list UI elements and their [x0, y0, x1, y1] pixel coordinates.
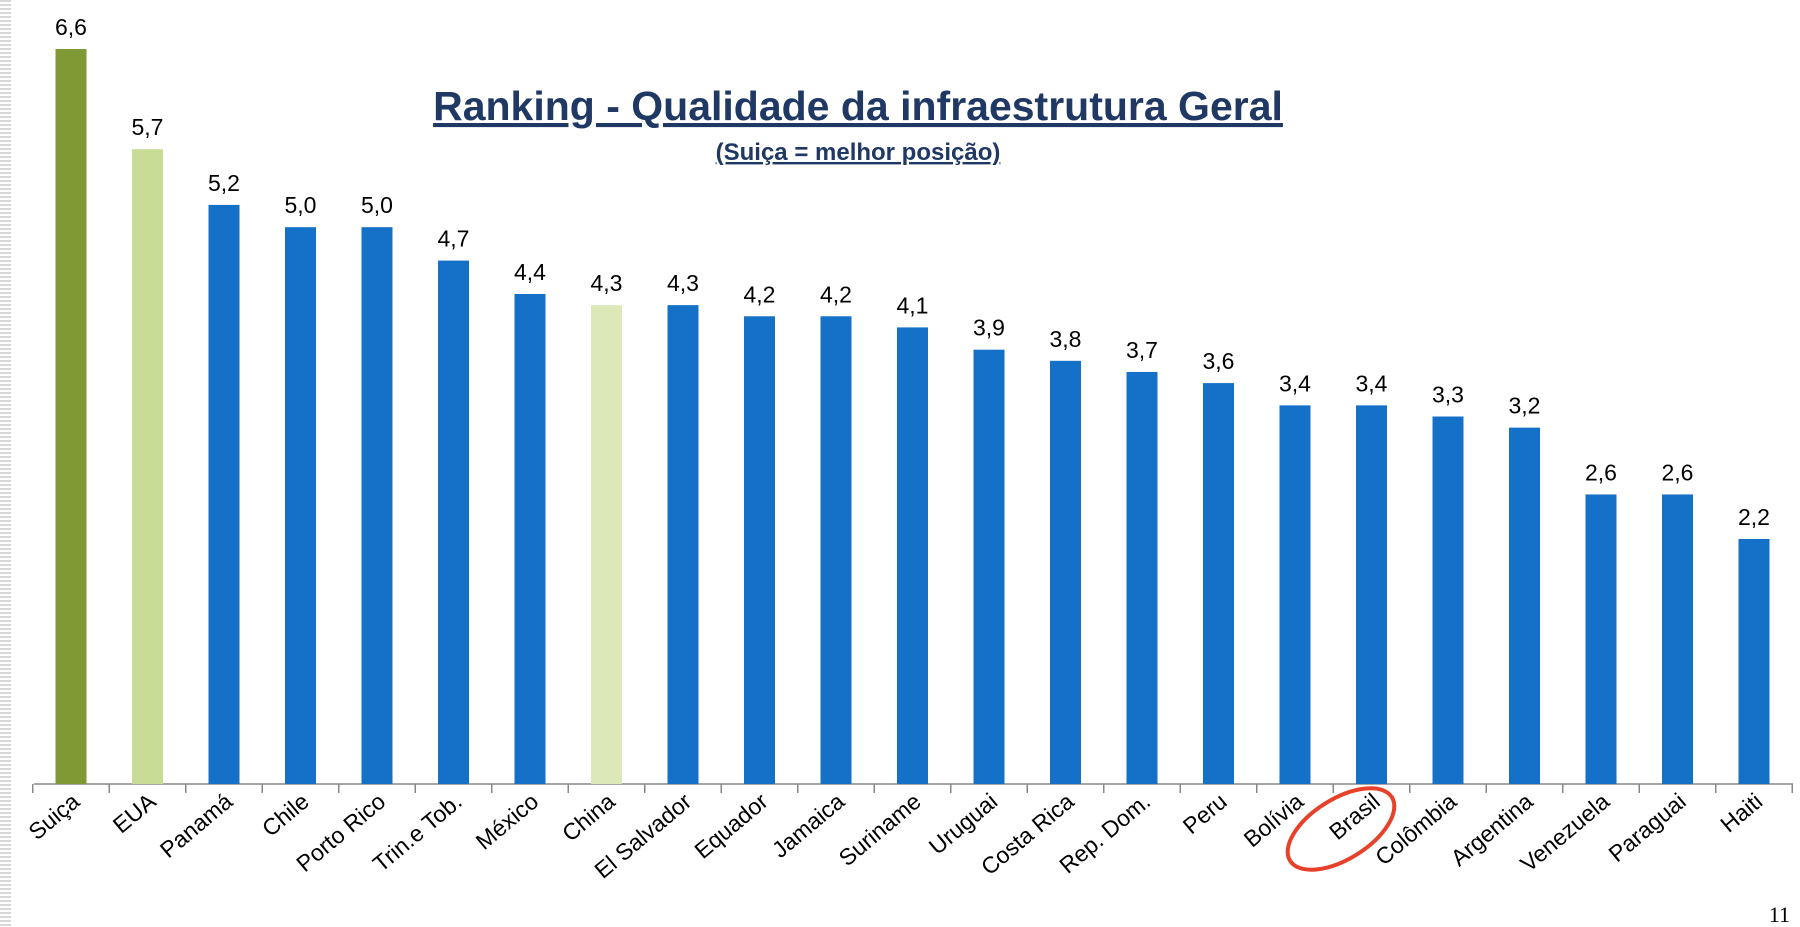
bar: [55, 49, 87, 784]
page-number: 11: [1769, 902, 1790, 927]
bar: [667, 305, 699, 784]
bar: [820, 316, 852, 784]
bar: [1662, 494, 1693, 784]
value-label: 5,7: [132, 114, 164, 140]
value-label: 2,2: [1738, 504, 1770, 530]
value-label: 5,2: [208, 170, 240, 196]
bar: [744, 316, 775, 784]
x-tick-label: Paraguai: [1603, 788, 1690, 867]
value-label: 4,4: [514, 259, 546, 285]
value-label: 3,7: [1126, 337, 1158, 363]
value-label: 4,3: [591, 270, 623, 296]
chart-title: Ranking - Qualidade da infraestrutura Ge…: [433, 83, 1283, 129]
value-label: 4,2: [744, 281, 776, 307]
x-tick-label: Brasil: [1324, 788, 1385, 845]
value-label: 4,3: [667, 270, 699, 296]
bar: [1738, 539, 1770, 784]
x-tick-label: Peru: [1178, 788, 1232, 839]
bar: [973, 349, 1005, 784]
bar: [591, 305, 622, 784]
value-label: 2,6: [1662, 459, 1694, 485]
value-label: 4,2: [820, 281, 852, 307]
bar: [132, 149, 163, 784]
x-tick-label: Bolívia: [1239, 788, 1309, 852]
x-tick-label: China: [557, 788, 620, 847]
x-tick-label: Haiti: [1715, 788, 1767, 837]
value-label: 3,4: [1356, 370, 1388, 396]
value-label: 3,4: [1279, 370, 1311, 396]
value-label: 3,8: [1050, 326, 1082, 352]
bar: [285, 227, 316, 784]
bar: [514, 294, 546, 784]
bar: [1356, 405, 1387, 784]
bar: [897, 327, 928, 784]
bar: [1432, 416, 1464, 784]
bar: [438, 260, 469, 784]
bar: [1126, 371, 1158, 784]
bar: [1279, 405, 1311, 784]
x-tick-label: México: [471, 788, 544, 855]
x-tick-label: EUA: [108, 787, 161, 838]
bar: [208, 204, 240, 785]
bar: [1509, 427, 1540, 784]
value-label: 3,6: [1203, 348, 1235, 374]
value-label: 3,3: [1432, 382, 1464, 408]
chart-subtitle: (Suiça = melhor posição): [716, 139, 1001, 166]
highlight-ellipse: [1285, 786, 1397, 872]
bar: [1050, 360, 1081, 784]
value-label: 6,6: [55, 14, 87, 40]
value-label: 3,2: [1509, 393, 1541, 419]
value-label: 3,9: [973, 315, 1005, 341]
x-tick-label: Suiça: [23, 788, 84, 845]
bar: [361, 227, 393, 784]
bar: [1203, 383, 1234, 784]
value-label: 5,0: [361, 192, 393, 218]
value-label: 2,6: [1585, 459, 1617, 485]
value-label: 4,1: [897, 292, 929, 318]
bar: [1585, 494, 1617, 784]
x-tick-label: Equador: [689, 788, 773, 864]
value-label: 5,0: [285, 192, 317, 218]
x-tick-label: Panamá: [155, 788, 237, 863]
x-tick-label: Suriname: [834, 788, 926, 871]
x-tick-label: Chile: [257, 788, 314, 842]
side-stripe: [0, 0, 11, 927]
value-label: 4,7: [438, 226, 470, 252]
